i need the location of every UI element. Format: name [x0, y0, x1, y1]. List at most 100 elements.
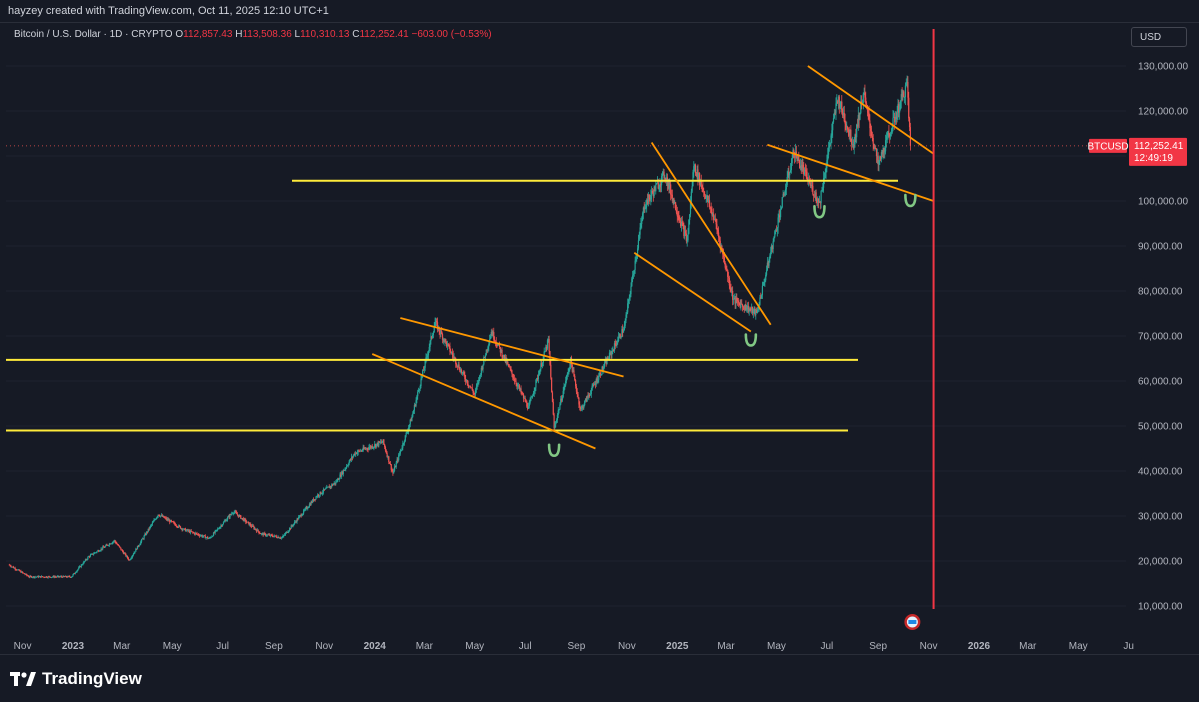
candle-body: [107, 545, 110, 547]
candle-body: [401, 447, 403, 450]
candle-body: [632, 275, 634, 279]
candle-body: [560, 398, 562, 405]
candle-body: [44, 577, 46, 578]
candle-body: [99, 550, 101, 552]
candle-body: [877, 155, 879, 165]
price-chart[interactable]: 130,000.00120,000.00110,000.00100,000.00…: [0, 23, 1199, 655]
candle-body: [770, 252, 772, 256]
candle-body: [139, 544, 141, 546]
candle-body: [338, 478, 340, 480]
candle-body: [144, 533, 146, 536]
candle-body: [470, 387, 473, 389]
candle-body: [389, 463, 392, 465]
candle-body: [775, 230, 778, 232]
candle-body: [337, 478, 339, 480]
candle-body: [741, 304, 744, 307]
candle-body: [602, 366, 604, 370]
candle-body: [419, 386, 421, 390]
candle-body: [788, 171, 790, 176]
candle-body: [867, 109, 869, 113]
candle-body: [522, 393, 524, 395]
chart-panel[interactable]: 130,000.00120,000.00110,000.00100,000.00…: [0, 22, 1199, 655]
candle-body: [908, 97, 910, 119]
channel-trendline: [633, 252, 752, 333]
candle-body: [810, 185, 812, 187]
candle-body: [745, 304, 747, 311]
candle-body: [518, 385, 520, 390]
candle-body: [859, 113, 861, 120]
candle-body: [817, 198, 819, 203]
tradingview-logo[interactable]: TradingView: [10, 669, 142, 689]
candle-body: [137, 545, 139, 547]
candle-body: [291, 525, 293, 527]
candle-body: [155, 519, 157, 520]
candle-body: [748, 309, 750, 312]
candle-body: [296, 518, 298, 523]
candle-body: [452, 354, 454, 358]
candle-body: [41, 576, 44, 578]
channel-trendline: [767, 143, 934, 202]
candle-body: [789, 172, 791, 176]
high-key: H: [235, 29, 243, 40]
channel-trendline: [807, 65, 935, 155]
candle-body: [204, 535, 206, 539]
candle-body: [397, 459, 399, 461]
candle-body: [220, 525, 222, 527]
candle-body: [717, 229, 719, 233]
candle-body: [189, 530, 191, 533]
candle-body: [594, 383, 597, 385]
candle-body: [45, 576, 48, 578]
candle-body: [513, 377, 515, 379]
x-tick-label: Jul: [216, 641, 229, 652]
candle-body: [585, 398, 587, 402]
candle-body: [619, 334, 621, 338]
candle-body: [360, 450, 362, 452]
candle-body: [528, 402, 530, 407]
candle-body: [222, 524, 224, 526]
candle-body: [489, 336, 492, 340]
candle-body: [635, 259, 637, 261]
candle-body: [856, 124, 859, 127]
candle-body: [36, 576, 39, 577]
candle-body: [352, 455, 354, 458]
candle-body: [418, 389, 420, 391]
candle-body: [442, 338, 444, 340]
candle-body: [471, 387, 473, 391]
candle-body: [883, 147, 885, 153]
candle-body: [260, 533, 262, 535]
candle-body: [34, 576, 36, 578]
candle-body: [8, 564, 10, 566]
candle-body: [309, 504, 311, 506]
candle-body: [206, 536, 208, 538]
candle-body: [656, 182, 659, 184]
y-tick-label: 50,000.00: [1138, 422, 1183, 433]
candle-body: [152, 521, 154, 523]
candle-body: [648, 194, 650, 198]
candle-body: [571, 364, 573, 372]
candle-body: [536, 378, 539, 380]
candle-body: [586, 395, 588, 402]
candle-body: [579, 404, 581, 408]
candle-body: [302, 513, 304, 516]
candle-body: [843, 112, 845, 122]
candle-body: [733, 297, 735, 300]
candle-body: [255, 528, 257, 530]
candle-body: [707, 196, 709, 202]
candle-body: [370, 445, 373, 448]
candle-body: [125, 553, 127, 557]
candle-body: [115, 541, 117, 544]
candle-body: [221, 525, 223, 527]
candle-body: [12, 566, 14, 568]
candle-body: [765, 274, 767, 281]
candle-body: [164, 517, 166, 519]
candle-body: [772, 241, 774, 249]
candle-body: [720, 246, 722, 248]
currency-button[interactable]: USD: [1131, 27, 1187, 47]
candle-body: [493, 339, 496, 342]
candle-body: [454, 357, 456, 359]
candle-body: [480, 367, 482, 376]
candle-body: [746, 309, 748, 311]
candle-body: [456, 365, 458, 367]
bounce-mark: [547, 443, 561, 458]
candle-body: [715, 219, 717, 225]
